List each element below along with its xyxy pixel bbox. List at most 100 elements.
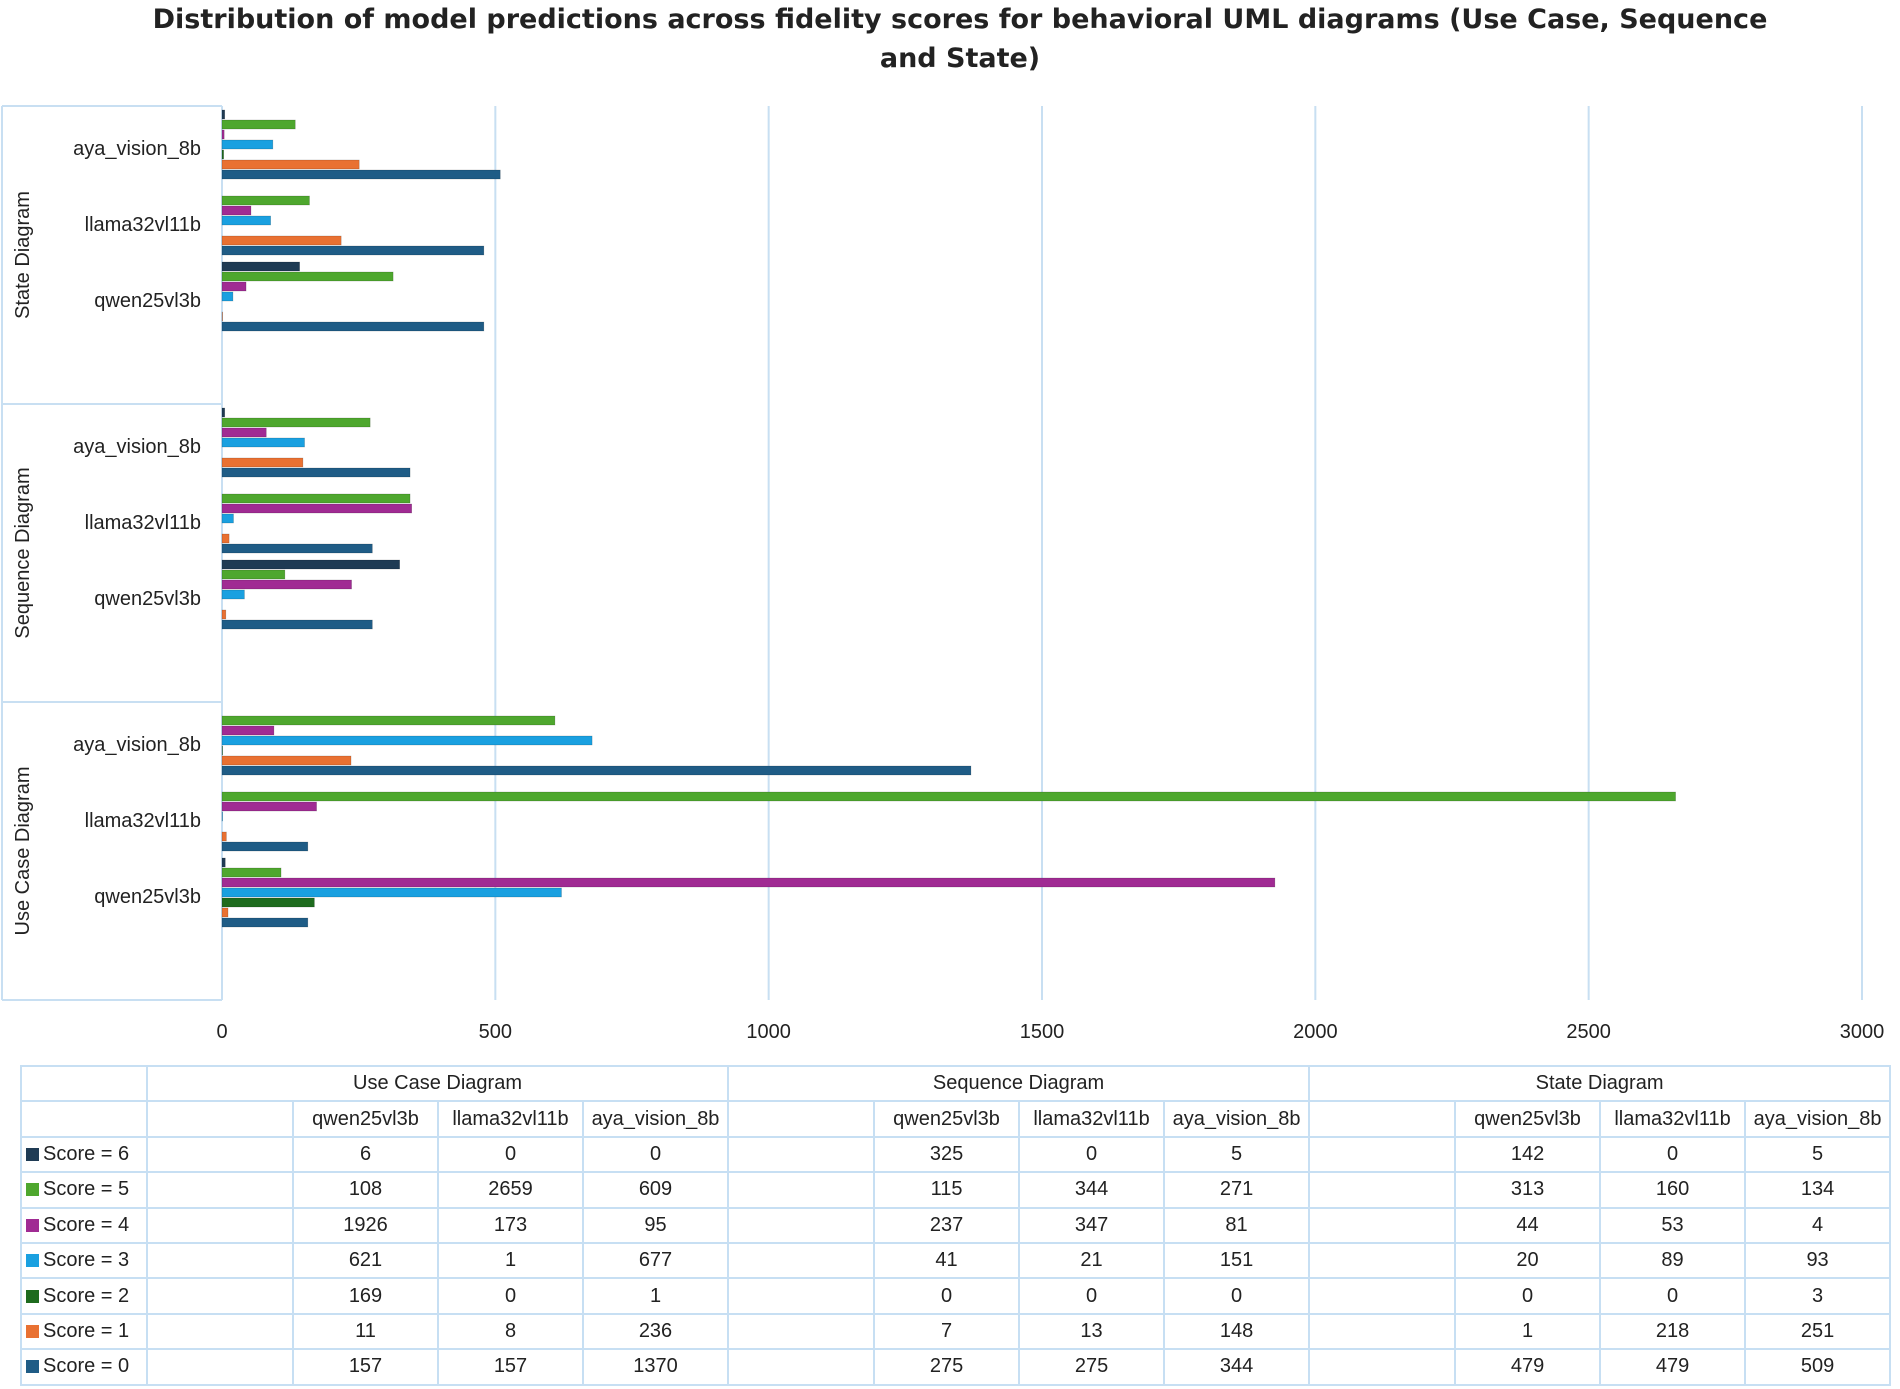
table-cell-value: 11 xyxy=(292,1312,439,1351)
table-cell-value: 1 xyxy=(437,1241,584,1280)
table-model-header-llama32vl11b: llama32vl11b xyxy=(1018,1100,1166,1138)
bar-sequence-diagram-llama32vl11b-score-4 xyxy=(221,503,412,514)
table-cell-value: 108 xyxy=(292,1171,439,1209)
table-cell-value: 275 xyxy=(873,1348,1021,1386)
table-cell-value: 621 xyxy=(292,1241,439,1280)
bar-state-diagram-aya-vision-8b-score-4 xyxy=(221,129,225,140)
bar-state-diagram-qwen25vl3b-score-4 xyxy=(221,281,247,292)
table-cell-value: 0 xyxy=(1599,1277,1747,1315)
table-model-header-aya-vision-8b: aya_vision_8b xyxy=(581,1100,730,1138)
table-spacer-cell xyxy=(727,1100,876,1138)
model-label-llama32vl11b: llama32vl11b xyxy=(85,512,201,534)
table-cell-value: 344 xyxy=(1163,1348,1311,1386)
table-spacer-cell xyxy=(727,1206,876,1244)
bar-sequence-diagram-qwen25vl3b-score-1 xyxy=(221,609,227,620)
table-group-header-use-case-diagram: Use Case Diagram xyxy=(145,1064,730,1103)
bar-state-diagram-llama32vl11b-score-0 xyxy=(221,245,485,256)
x-tick-label: 2500 xyxy=(1566,1021,1611,1043)
table-model-header-qwen25vl3b: qwen25vl3b xyxy=(873,1100,1021,1138)
table-cell-value: 93 xyxy=(1744,1241,1892,1280)
table-cell-value: 2659 xyxy=(437,1171,584,1209)
table-row: Score = 5 108 2659 609 115 344 271 313 160 134 xyxy=(20,1171,1892,1209)
table-model-header-row: qwen25vl3b llama32vl11b aya_vision_8b qwen2… xyxy=(20,1100,1892,1138)
table-cell-value: 53 xyxy=(1599,1206,1747,1244)
table-cell-value: 347 xyxy=(1018,1206,1166,1244)
table-cell-value: 4 xyxy=(1744,1206,1892,1244)
legend-entry-score-5: Score = 5 xyxy=(20,1171,148,1209)
table-model-header-llama32vl11b: llama32vl11b xyxy=(1599,1100,1747,1138)
bar-use-case-diagram-qwen25vl3b-score-4 xyxy=(221,877,1276,888)
table-spacer-cell xyxy=(1308,1206,1457,1244)
bar-use-case-diagram-llama32vl11b-score-0 xyxy=(221,841,309,852)
table-cell-value: 251 xyxy=(1744,1312,1892,1351)
table-cell-value: 41 xyxy=(873,1241,1021,1280)
bar-state-diagram-llama32vl11b-score-5 xyxy=(221,195,310,206)
table-cell-value: 479 xyxy=(1599,1348,1747,1386)
bar-state-diagram-llama32vl11b-score-1 xyxy=(221,235,342,246)
table-cell-value: 0 xyxy=(1018,1135,1166,1174)
model-label-qwen25vl3b: qwen25vl3b xyxy=(94,588,201,610)
bar-use-case-diagram-qwen25vl3b-score-5 xyxy=(221,867,282,878)
legend-label: Score = 1 xyxy=(43,1319,130,1342)
table-spacer-cell xyxy=(727,1312,876,1351)
bar-state-diagram-llama32vl11b-score-4 xyxy=(221,205,252,216)
table-spacer-cell xyxy=(146,1206,294,1244)
bar-use-case-diagram-aya-vision-8b-score-5 xyxy=(221,715,556,726)
table-cell-value: 13 xyxy=(1018,1312,1166,1351)
table-spacer-cell xyxy=(146,1100,294,1138)
bar-sequence-diagram-llama32vl11b-score-5 xyxy=(221,493,411,504)
table-spacer-cell xyxy=(727,1171,876,1209)
table-group-header-sequence-diagram: Sequence Diagram xyxy=(727,1064,1311,1103)
bar-use-case-diagram-aya-vision-8b-score-4 xyxy=(221,725,275,736)
model-label-llama32vl11b: llama32vl11b xyxy=(85,214,201,236)
table-cell-value: 0 xyxy=(1454,1277,1602,1315)
table-spacer-cell xyxy=(146,1241,294,1280)
legend-entry-score-6: Score = 6 xyxy=(20,1135,148,1174)
group-label-sequence-diagram: Sequence Diagram xyxy=(12,467,34,638)
bar-chart: 0 500 1000 1500 2000 2500 3000 Use Case Diagram… xyxy=(1,105,1884,1043)
legend-swatch xyxy=(26,1360,39,1374)
bar-sequence-diagram-llama32vl11b-score-0 xyxy=(221,543,373,554)
table-cell-value: 160 xyxy=(1599,1171,1747,1209)
table-spacer-cell xyxy=(146,1348,294,1386)
model-label-qwen25vl3b: qwen25vl3b xyxy=(94,886,201,908)
table-model-header-aya-vision-8b: aya_vision_8b xyxy=(1163,1100,1311,1138)
table-spacer-cell xyxy=(1308,1135,1457,1174)
bar-use-case-diagram-aya-vision-8b-score-0 xyxy=(221,765,972,776)
bar-state-diagram-aya-vision-8b-score-1 xyxy=(221,159,360,170)
table-spacer-cell xyxy=(1308,1100,1457,1138)
bar-sequence-diagram-llama32vl11b-score-1 xyxy=(221,533,230,544)
x-tick-label: 1500 xyxy=(1020,1021,1065,1043)
table-spacer-cell xyxy=(146,1312,294,1351)
table-model-header-qwen25vl3b: qwen25vl3b xyxy=(1454,1100,1602,1138)
chart-title: Distribution of model predictions across… xyxy=(152,4,1768,74)
table-cell-value: 115 xyxy=(873,1171,1021,1209)
table-cell-value: 89 xyxy=(1599,1241,1747,1280)
table-spacer-cell xyxy=(1308,1312,1457,1351)
table-cell-value: 81 xyxy=(1163,1206,1311,1244)
table-cell-value: 44 xyxy=(1454,1206,1602,1244)
table-row: Score = 0 157 157 1370 275 275 344 479 479 509 xyxy=(20,1348,1892,1386)
table-cell-value: 1370 xyxy=(581,1348,730,1386)
table-cell-value: 218 xyxy=(1599,1312,1747,1351)
table-cell-value: 157 xyxy=(292,1348,439,1386)
legend-entry-score-4: Score = 4 xyxy=(20,1206,148,1244)
x-tick-label: 500 xyxy=(479,1021,512,1043)
table-spacer-cell xyxy=(146,1171,294,1209)
bar-sequence-diagram-aya-vision-8b-score-0 xyxy=(221,467,411,478)
bar-sequence-diagram-qwen25vl3b-score-3 xyxy=(221,589,245,600)
bar-use-case-diagram-qwen25vl3b-score-3 xyxy=(221,887,562,898)
table-cell-value: 173 xyxy=(437,1206,584,1244)
bar-sequence-diagram-qwen25vl3b-score-5 xyxy=(221,569,286,580)
table-cell-value: 157 xyxy=(437,1348,584,1386)
legend-label: Score = 6 xyxy=(43,1142,130,1165)
table-model-header-llama32vl11b: llama32vl11b xyxy=(437,1100,584,1138)
bar-use-case-diagram-qwen25vl3b-score-6 xyxy=(221,857,226,868)
bar-state-diagram-aya-vision-8b-score-5 xyxy=(221,119,296,130)
legend-swatch xyxy=(26,1324,39,1338)
data-table: Use Case Diagram Sequence Diagram State Di… xyxy=(20,1064,1892,1386)
table-cell-value: 7 xyxy=(873,1312,1021,1351)
table-cell-value: 479 xyxy=(1454,1348,1602,1386)
legend-label: Score = 3 xyxy=(43,1249,130,1272)
table-cell-value: 325 xyxy=(873,1135,1021,1174)
